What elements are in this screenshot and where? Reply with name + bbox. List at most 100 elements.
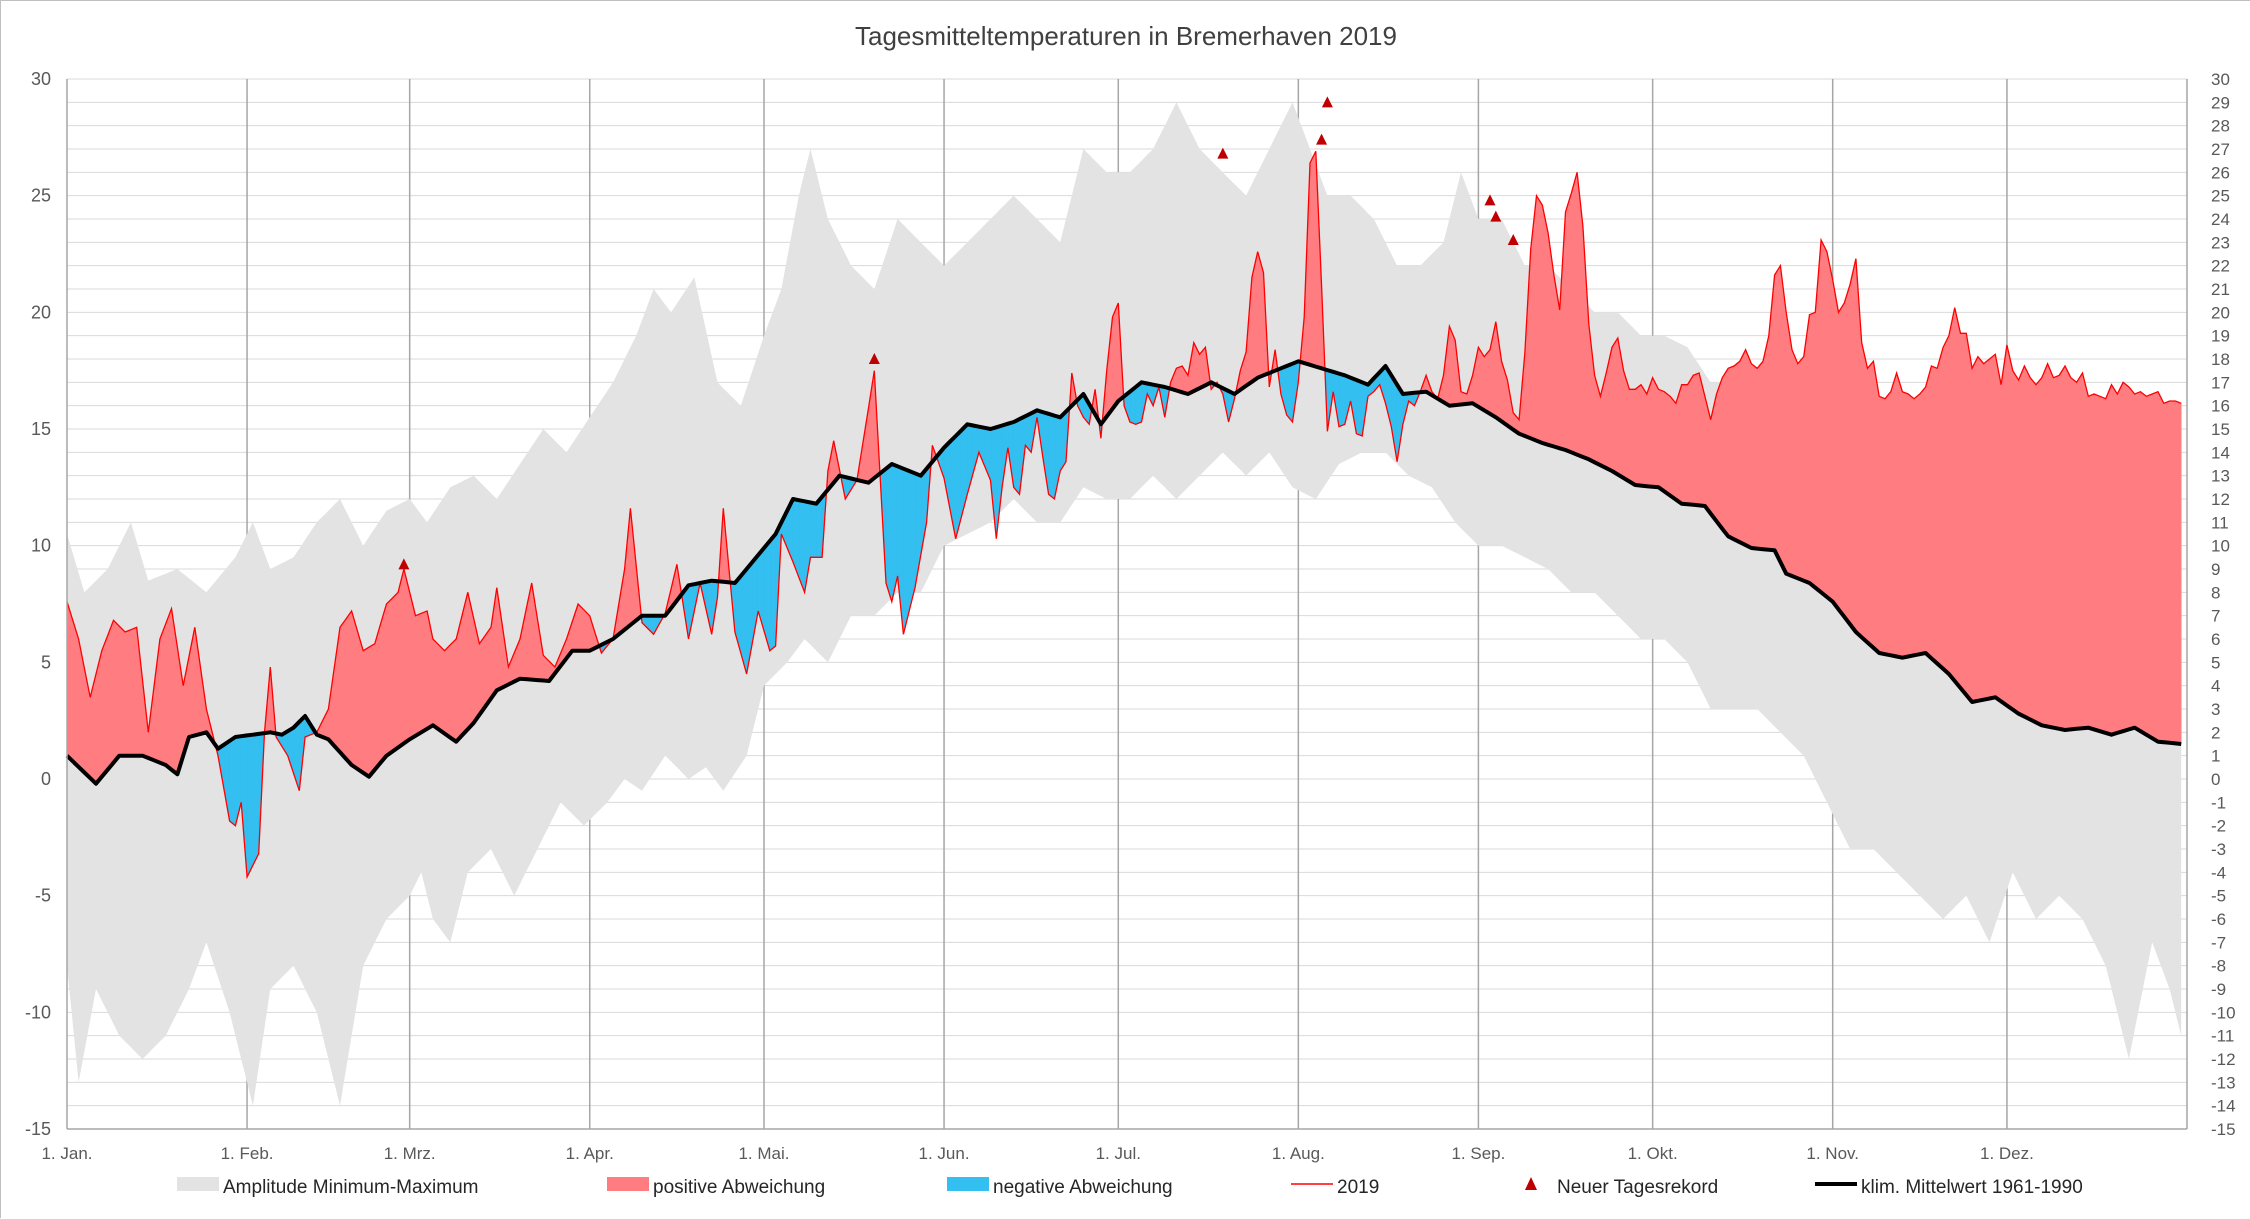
positive-deviation (1775, 266, 1781, 562)
x-tick-label: 1. Okt. (1628, 1144, 1678, 1163)
positive-deviation (1844, 284, 1850, 624)
positive-deviation (1995, 354, 2001, 701)
positive-deviation (2077, 373, 2083, 729)
positive-deviation (2019, 366, 2025, 717)
positive-deviation (1176, 366, 1182, 392)
y-tick-label-right: 28 (2211, 117, 2230, 136)
positive-deviation (102, 636, 108, 777)
positive-deviation (2175, 401, 2181, 744)
positive-deviation (2007, 345, 2013, 710)
legend-swatch (177, 1177, 219, 1191)
negative-deviation (247, 735, 253, 877)
positive-deviation (2036, 378, 2042, 726)
negative-deviation (1014, 419, 1020, 494)
positive-deviation (398, 569, 404, 748)
positive-deviation (1978, 357, 1984, 701)
positive-deviation (1833, 280, 1839, 610)
y-tick-label-right: 1 (2211, 747, 2220, 766)
positive-deviation (1949, 308, 1955, 681)
positive-deviation (1682, 385, 1688, 505)
positive-deviation (357, 631, 363, 773)
y-tick-label-right: -6 (2211, 910, 2226, 929)
positive-deviation (2048, 364, 2054, 728)
positive-deviation (404, 569, 410, 743)
y-tick-label-right: 2 (2211, 723, 2220, 742)
positive-deviation (1566, 193, 1572, 452)
positive-deviation (1734, 361, 1740, 542)
positive-deviation (381, 604, 387, 763)
y-tick-label-right: 25 (2211, 187, 2230, 206)
y-tick-label-right: 16 (2211, 397, 2230, 416)
positive-deviation (1647, 378, 1653, 487)
y-tick-label-right: 3 (2211, 700, 2220, 719)
y-tick-label-right: 0 (2211, 770, 2220, 789)
x-tick-label: 1. Sep. (1451, 1144, 1505, 1163)
y-tick-label-right: -8 (2211, 957, 2226, 976)
positive-deviation (119, 626, 125, 756)
positive-deviation (1926, 366, 1932, 658)
negative-deviation (816, 497, 822, 558)
positive-deviation (387, 598, 393, 756)
y-tick-label-left: -10 (25, 1002, 51, 1022)
negative-deviation (1287, 364, 1293, 422)
legend-label: klim. Mittelwert 1961-1990 (1861, 1177, 2083, 1198)
positive-deviation (2001, 345, 2007, 706)
positive-deviation (2100, 396, 2106, 733)
positive-deviation (1955, 308, 1961, 688)
positive-deviation (1914, 394, 1920, 655)
positive-deviation (1873, 361, 1879, 653)
positive-deviation (1984, 359, 1990, 700)
positive-deviation (2042, 364, 2048, 727)
positive-deviation (1664, 392, 1670, 496)
y-tick-label-right: -11 (2211, 1027, 2234, 1046)
positive-deviation (1943, 336, 1949, 674)
positive-deviation (1839, 303, 1845, 617)
positive-deviation (2013, 371, 2019, 714)
positive-deviation (1478, 347, 1484, 410)
x-tick-label: 1. Jul. (1096, 1144, 1141, 1163)
positive-deviation (2065, 366, 2071, 730)
positive-deviation (375, 624, 381, 770)
negative-deviation (1339, 374, 1345, 427)
positive-deviation (1763, 336, 1769, 550)
negative-deviation (1356, 380, 1362, 436)
positive-deviation (1571, 172, 1577, 454)
legend-swatch (607, 1177, 649, 1191)
y-tick-label-right: 22 (2211, 257, 2230, 276)
positive-deviation (1310, 151, 1316, 366)
negative-deviation (886, 464, 892, 602)
positive-deviation (2030, 378, 2036, 723)
y-tick-label-right: 4 (2211, 677, 2220, 696)
y-tick-label-right: 7 (2211, 607, 2220, 626)
positive-deviation (160, 624, 166, 765)
positive-deviation (2083, 373, 2089, 728)
positive-deviation (2170, 401, 2176, 743)
positive-deviation (346, 611, 352, 765)
positive-deviation (2146, 394, 2152, 738)
positive-deviation (2129, 387, 2135, 729)
positive-deviation (125, 630, 131, 756)
y-tick-label-right: 20 (2211, 303, 2230, 322)
positive-deviation (1827, 252, 1833, 602)
y-tick-label-right: -7 (2211, 933, 2226, 952)
positive-deviation (1897, 373, 1903, 658)
y-tick-label-left: 15 (31, 419, 51, 439)
negative-deviation (811, 503, 817, 558)
positive-deviation (2053, 375, 2059, 729)
positive-deviation (2141, 392, 2147, 735)
y-tick-label-right: 26 (2211, 163, 2230, 182)
x-tick-label: 1. Mai. (738, 1144, 789, 1163)
positive-deviation (450, 639, 456, 742)
y-tick-label-left: 20 (31, 302, 51, 322)
positive-deviation (1629, 389, 1635, 485)
y-tick-label-right: 19 (2211, 327, 2230, 346)
positive-deviation (1659, 389, 1665, 491)
positive-deviation (1484, 350, 1490, 414)
positive-deviation (73, 620, 79, 767)
positive-deviation (2024, 366, 2030, 720)
y-tick-label-right: 11 (2211, 513, 2229, 532)
positive-deviation (2071, 378, 2077, 730)
positive-deviation (1931, 366, 1937, 664)
positive-deviation (2164, 401, 2170, 743)
